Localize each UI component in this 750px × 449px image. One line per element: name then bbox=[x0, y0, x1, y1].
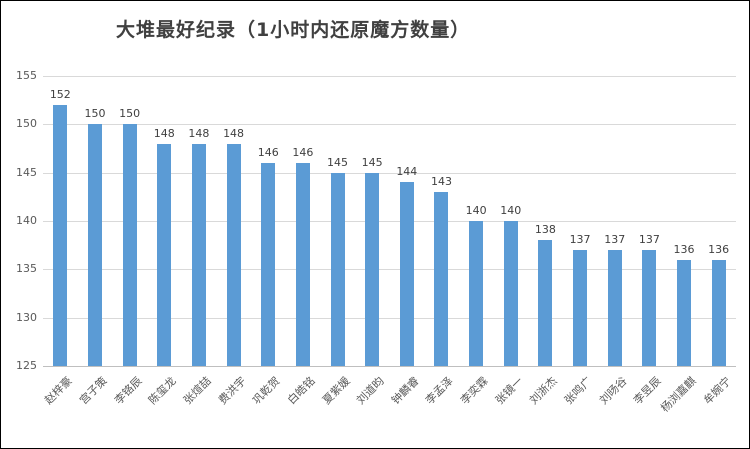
gridline bbox=[43, 221, 736, 222]
bar-value-label: 140 bbox=[500, 204, 522, 217]
bar bbox=[642, 250, 657, 366]
bar-value-label: 140 bbox=[465, 204, 487, 217]
gridline bbox=[43, 76, 736, 77]
bar bbox=[87, 124, 102, 366]
gridline bbox=[43, 269, 736, 271]
bar-value-label: 137 bbox=[638, 233, 660, 246]
bar-value-label: 148 bbox=[223, 126, 245, 140]
bar-value-label: 146 bbox=[292, 146, 314, 159]
bar bbox=[191, 143, 206, 366]
gridline bbox=[43, 124, 736, 126]
bar bbox=[157, 143, 172, 366]
bar-value-label: 137 bbox=[569, 233, 591, 246]
bar bbox=[538, 240, 553, 366]
bar-value-label: 145 bbox=[361, 155, 383, 169]
bar-value-label: 143 bbox=[430, 175, 452, 188]
bar-value-label: 136 bbox=[708, 242, 730, 256]
y-tick-label: 150 bbox=[16, 117, 37, 131]
bar-value-label: 148 bbox=[188, 126, 210, 140]
bar bbox=[261, 163, 276, 366]
bar bbox=[677, 259, 692, 366]
bar bbox=[503, 221, 518, 366]
bar bbox=[469, 221, 484, 366]
chart-title: 大堆最好纪录（1小时内还原魔方数量） bbox=[116, 19, 471, 41]
bar-value-label: 136 bbox=[673, 242, 695, 256]
bar bbox=[295, 163, 310, 366]
y-tick-label: 140 bbox=[16, 214, 37, 227]
bar-value-label: 137 bbox=[604, 233, 626, 246]
bar-value-label: 146 bbox=[257, 146, 279, 159]
bar bbox=[226, 143, 241, 366]
bar bbox=[607, 250, 622, 366]
gridline bbox=[43, 317, 736, 319]
y-tick-label: 125 bbox=[16, 359, 37, 372]
x-axis-line bbox=[43, 366, 736, 367]
bar-value-label: 138 bbox=[534, 223, 556, 237]
bar bbox=[53, 105, 68, 366]
y-tick-label: 130 bbox=[16, 310, 37, 324]
y-tick-label: 135 bbox=[16, 262, 37, 276]
gridline bbox=[43, 172, 736, 174]
bar-value-label: 150 bbox=[119, 107, 141, 121]
bar bbox=[330, 172, 345, 366]
bar bbox=[122, 124, 137, 366]
bar bbox=[434, 192, 449, 366]
bar-value-label: 150 bbox=[84, 107, 106, 121]
y-tick-label: 145 bbox=[16, 165, 37, 179]
bar-value-label: 148 bbox=[153, 126, 175, 140]
bar bbox=[399, 182, 414, 366]
bar-value-label: 145 bbox=[327, 155, 349, 169]
bar-value-label: 152 bbox=[49, 88, 71, 101]
bar bbox=[365, 172, 380, 366]
y-tick-label: 155 bbox=[16, 69, 37, 82]
bar-value-label: 144 bbox=[396, 165, 418, 179]
bar bbox=[573, 250, 588, 366]
bar bbox=[711, 259, 726, 366]
